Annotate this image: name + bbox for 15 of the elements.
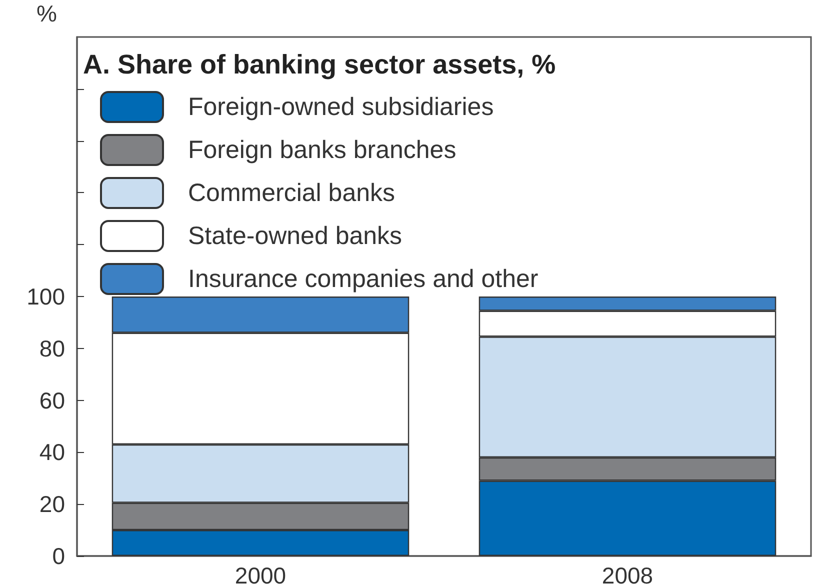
y-axis-title: % [36, 0, 57, 26]
legend-label: State-owned banks [188, 222, 402, 250]
y-tick-label: 40 [39, 439, 65, 466]
legend-label: Insurance companies and other [188, 265, 538, 293]
y-tick-label: 0 [52, 543, 65, 569]
y-tick-label: 100 [26, 284, 65, 310]
legend-label: Commercial banks [188, 179, 396, 207]
y-tick-label: 80 [39, 335, 65, 362]
legend-label: Foreign banks branches [188, 136, 456, 164]
text: A. Share of banking sector assets, % [83, 50, 556, 80]
legend-label: Foreign-owned subsidiaries [188, 93, 494, 121]
y-tick-label: 60 [39, 387, 65, 414]
x-tick-label: 2008 [602, 562, 654, 587]
x-tick-label: 2000 [234, 562, 286, 587]
y-tick-label: 20 [39, 491, 65, 518]
